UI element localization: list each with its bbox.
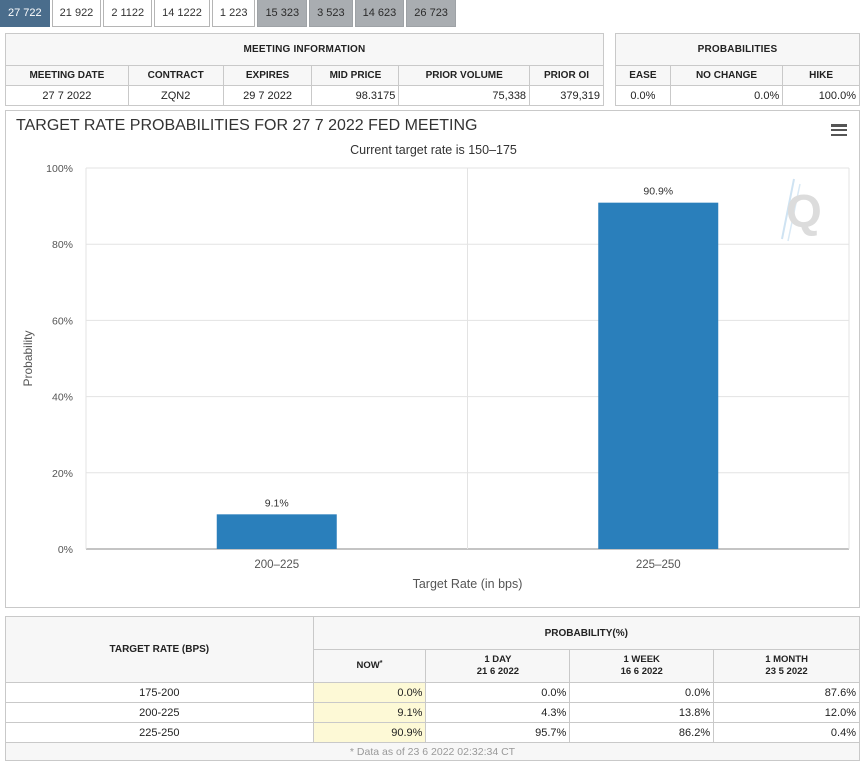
one-month-label: 1 MONTH xyxy=(765,654,808,665)
tab-3[interactable]: 14 1222 xyxy=(154,0,210,27)
header-meeting-date: MEETING DATE xyxy=(5,65,129,86)
y-tick-label: 20% xyxy=(52,468,73,480)
probabilities-table: PROBABILITIES EASE NO CHANGE HIKE 0.0% 0… xyxy=(615,33,860,106)
month-cell: 12.0% xyxy=(713,702,860,723)
hike-value: 100.0% xyxy=(782,85,860,106)
rate-cell: 175-200 xyxy=(5,682,314,703)
bar[interactable] xyxy=(598,202,719,549)
week-cell: 13.8% xyxy=(569,702,715,723)
mid-price-value: 98.3175 xyxy=(311,85,400,106)
now-cell: 0.0% xyxy=(312,682,427,703)
tab-6[interactable]: 3 523 xyxy=(309,0,353,27)
rate-cell: 225-250 xyxy=(5,722,314,743)
ease-value: 0.0% xyxy=(615,85,671,106)
week-cell: 86.2% xyxy=(569,722,715,743)
target-rate-header: TARGET RATE (BPS) xyxy=(5,616,314,683)
no-change-value: 0.0% xyxy=(669,85,784,106)
bar[interactable] xyxy=(216,514,337,549)
y-tick-label: 80% xyxy=(52,239,73,251)
y-tick-label: 60% xyxy=(52,315,73,327)
probability-header: PROBABILITY(%) xyxy=(312,616,861,650)
probabilities-title: PROBABILITIES xyxy=(615,33,860,66)
header-mid-price: MID PRICE xyxy=(311,65,400,86)
tab-0[interactable]: 27 722 xyxy=(0,0,50,27)
one-day-header: 1 DAY 21 6 2022 xyxy=(425,649,571,683)
data-label: 90.9% xyxy=(643,186,673,198)
table-row: 225-250 90.9% 95.7% 86.2% 0.4% xyxy=(5,722,860,743)
table-row: 175-200 0.0% 0.0% 0.0% 87.6% xyxy=(5,682,860,703)
tab-5[interactable]: 15 323 xyxy=(257,0,308,27)
header-hike: HIKE xyxy=(782,65,860,86)
tab-8[interactable]: 26 723 xyxy=(406,0,456,27)
month-cell: 0.4% xyxy=(713,722,860,743)
y-tick-label: 100% xyxy=(46,163,73,175)
meeting-date-tabs: 27 722 21 922 2 1122 14 1222 1 223 15 32… xyxy=(0,0,458,27)
now-cell: 90.9% xyxy=(312,722,427,743)
meeting-date-value: 27 7 2022 xyxy=(5,85,129,106)
y-tick-label: 0% xyxy=(58,544,73,556)
tab-4[interactable]: 1 223 xyxy=(211,0,256,27)
prior-volume-value: 75,338 xyxy=(398,85,531,106)
hamburger-menu-icon[interactable] xyxy=(831,124,847,137)
tab-2[interactable]: 2 1122 xyxy=(103,0,153,27)
day-cell: 0.0% xyxy=(425,682,571,703)
month-cell: 87.6% xyxy=(713,682,860,703)
meeting-information-title: MEETING INFORMATION xyxy=(5,33,604,66)
chart-subtitle: Current target rate is 150–175 xyxy=(350,143,517,157)
contract-value: ZQN2 xyxy=(127,85,224,106)
header-expires: EXPIRES xyxy=(222,65,313,86)
data-label: 9.1% xyxy=(265,497,289,509)
target-rate-chart: TARGET RATE PROBABILITIES FOR 27 7 2022 … xyxy=(5,110,860,608)
header-ease: EASE xyxy=(615,65,671,86)
day-cell: 4.3% xyxy=(425,702,571,723)
table-row: 200-225 9.1% 4.3% 13.8% 12.0% xyxy=(5,702,860,723)
one-week-label: 1 WEEK xyxy=(623,654,660,665)
tab-1[interactable]: 21 922 xyxy=(51,0,102,27)
prior-oi-value: 379,319 xyxy=(529,85,604,106)
tab-7[interactable]: 14 623 xyxy=(354,0,405,27)
expires-value: 29 7 2022 xyxy=(222,85,313,106)
now-label: NOW xyxy=(356,660,380,671)
chart-plot: 0% 20% 40% 60% 80% 100% 9.1% 200–225 90.9% 225–25… xyxy=(21,163,850,591)
data-timestamp-footnote: * Data as of 23 6 2022 02:32:34 CT xyxy=(5,742,860,761)
y-tick-label: 40% xyxy=(52,392,73,404)
one-month-date: 23 5 2022 xyxy=(765,666,808,677)
now-column-header: NOW* xyxy=(312,649,427,683)
x-tick-label: 200–225 xyxy=(254,559,299,571)
day-cell: 95.7% xyxy=(425,722,571,743)
one-week-header: 1 WEEK 16 6 2022 xyxy=(569,649,715,683)
quikstrike-q-logo: Q xyxy=(781,178,822,242)
meeting-information-table: MEETING INFORMATION MEETING DATE CONTRAC… xyxy=(5,33,604,106)
header-contract: CONTRACT xyxy=(127,65,224,86)
x-tick-label: 225–250 xyxy=(636,559,681,571)
header-prior-oi: PRIOR OI xyxy=(529,65,604,86)
now-footnote-mark: * xyxy=(379,660,383,667)
one-month-header: 1 MONTH 23 5 2022 xyxy=(713,649,860,683)
one-day-label: 1 DAY xyxy=(484,654,512,665)
one-week-date: 16 6 2022 xyxy=(620,666,663,677)
now-cell: 9.1% xyxy=(312,702,427,723)
one-day-date: 21 6 2022 xyxy=(476,666,520,677)
chart-title: TARGET RATE PROBABILITIES FOR 27 7 2022 … xyxy=(16,117,478,134)
week-cell: 0.0% xyxy=(569,682,715,703)
x-axis-title: Target Rate (in bps) xyxy=(413,577,523,591)
probability-table: TARGET RATE (BPS) PROBABILITY(%) NOW* 1 … xyxy=(5,616,861,761)
y-axis-title: Probability xyxy=(21,330,35,386)
svg-text:Q: Q xyxy=(786,185,822,237)
header-prior-volume: PRIOR VOLUME xyxy=(398,65,531,86)
header-no-change: NO CHANGE xyxy=(669,65,784,86)
rate-cell: 200-225 xyxy=(5,702,314,723)
